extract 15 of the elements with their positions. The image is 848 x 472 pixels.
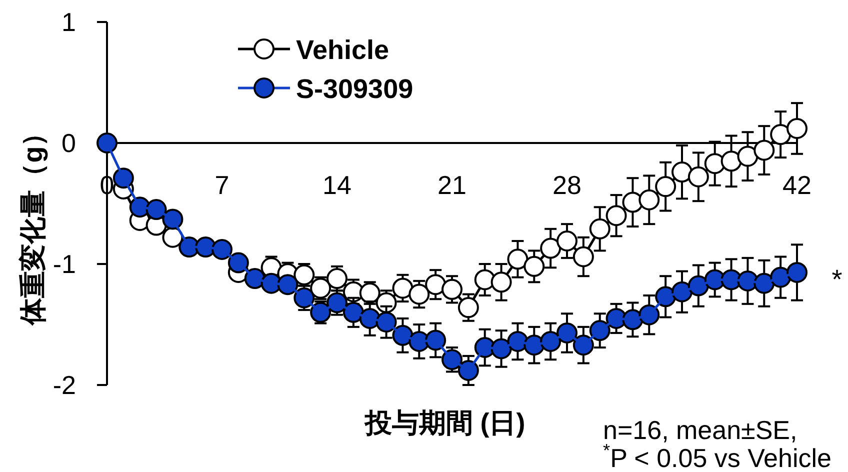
y-axis-title: 体重変化量（g） [18, 119, 48, 325]
legend-label: S-309309 [296, 74, 414, 104]
y-tick-label: 1 [62, 7, 76, 37]
note: n=16, mean±SE, [603, 415, 798, 445]
y-tick-label: -2 [52, 370, 76, 400]
x-tick-label: 7 [214, 170, 230, 200]
y-tick-label: -1 [52, 249, 76, 279]
x-tick-label: 42 [782, 170, 812, 200]
legend-label: Vehicle [296, 35, 390, 65]
x-axis-title: 投与期間 (日) [364, 408, 526, 438]
x-tick-label: 28 [552, 170, 582, 200]
x-tick-label: 21 [438, 170, 466, 200]
x-tick-label: 14 [322, 170, 352, 200]
annotation: * [832, 264, 842, 294]
y-tick-label: 0 [62, 128, 76, 158]
